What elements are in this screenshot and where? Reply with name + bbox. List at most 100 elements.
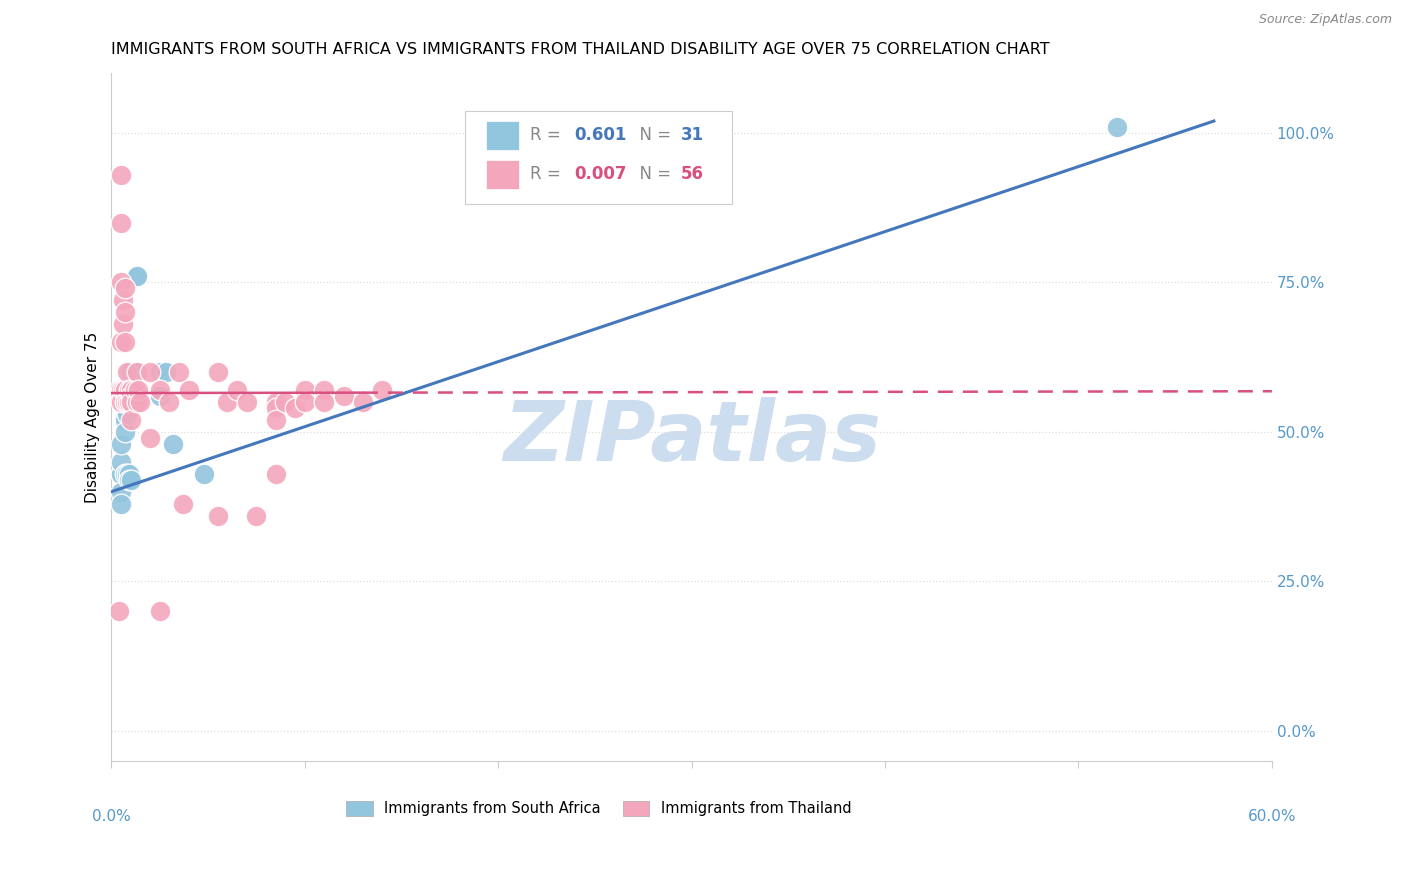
Text: R =: R = (530, 126, 567, 145)
Point (111, 293, 134, 308)
Point (118, 365, 141, 379)
Point (371, 383, 394, 397)
Point (125, 269, 148, 284)
Point (110, 467, 132, 481)
Point (114, 395, 136, 409)
Legend: Immigrants from South Africa, Immigrants from Thailand: Immigrants from South Africa, Immigrants… (340, 795, 858, 822)
Point (124, 389, 146, 403)
Point (139, 431, 162, 445)
Point (115, 365, 138, 379)
Point (149, 604, 172, 618)
Point (127, 383, 149, 397)
Text: 0.0%: 0.0% (91, 808, 131, 823)
Point (108, 383, 131, 397)
Point (115, 407, 138, 421)
Point (332, 389, 354, 403)
Point (167, 365, 190, 379)
Point (114, 425, 136, 439)
FancyBboxPatch shape (486, 160, 519, 189)
Point (172, 497, 194, 511)
Point (110, 335, 132, 350)
Point (120, 413, 142, 427)
Point (294, 383, 316, 397)
Point (294, 395, 316, 409)
Point (114, 383, 136, 397)
Point (114, 395, 136, 409)
Point (120, 389, 142, 403)
Point (110, 168, 132, 182)
Point (217, 395, 239, 409)
Point (264, 395, 287, 409)
Text: N =: N = (628, 126, 676, 145)
Point (120, 365, 142, 379)
Point (110, 455, 132, 469)
Point (118, 395, 141, 409)
Point (110, 216, 132, 230)
Point (118, 467, 141, 481)
Text: IMMIGRANTS FROM SOUTH AFRICA VS IMMIGRANTS FROM THAILAND DISABILITY AGE OVER 75 : IMMIGRANTS FROM SOUTH AFRICA VS IMMIGRAN… (111, 42, 1050, 57)
Point (114, 467, 136, 481)
Point (207, 365, 229, 379)
Point (110, 497, 132, 511)
Point (284, 401, 307, 415)
FancyBboxPatch shape (465, 111, 733, 204)
Point (139, 365, 162, 379)
Text: ZIPatlas: ZIPatlas (503, 397, 880, 478)
Point (114, 305, 136, 319)
Text: 31: 31 (682, 126, 704, 145)
Text: R =: R = (530, 165, 567, 183)
Text: 0.007: 0.007 (575, 165, 627, 183)
Point (159, 395, 181, 409)
Point (245, 508, 267, 523)
Point (314, 383, 336, 397)
Point (155, 365, 177, 379)
Point (226, 383, 249, 397)
Point (1107, 120, 1129, 134)
Point (115, 395, 138, 409)
Point (207, 508, 229, 523)
Point (120, 395, 142, 409)
Point (110, 395, 132, 409)
Point (114, 281, 136, 295)
Text: 0.601: 0.601 (575, 126, 627, 145)
Text: 56: 56 (682, 165, 704, 183)
Text: N =: N = (628, 165, 676, 183)
Y-axis label: Disability Age Over 75: Disability Age Over 75 (86, 331, 100, 502)
Point (125, 269, 148, 284)
Point (264, 467, 287, 481)
Point (115, 395, 138, 409)
Point (110, 383, 132, 397)
Point (111, 383, 134, 397)
Point (120, 389, 142, 403)
Point (120, 473, 142, 487)
Point (114, 413, 136, 427)
Point (124, 365, 146, 379)
Point (149, 389, 172, 403)
Point (118, 383, 141, 397)
Point (118, 473, 141, 487)
Point (110, 467, 132, 481)
Point (149, 383, 172, 397)
Point (114, 401, 136, 415)
Point (236, 395, 259, 409)
Point (264, 401, 287, 415)
Point (110, 484, 132, 499)
Point (124, 383, 146, 397)
Point (110, 437, 132, 451)
Point (314, 395, 336, 409)
Point (177, 383, 200, 397)
Point (111, 318, 134, 332)
Point (149, 365, 172, 379)
Point (193, 467, 215, 481)
Text: 60.0%: 60.0% (1247, 808, 1296, 823)
Point (129, 395, 152, 409)
Point (120, 383, 142, 397)
Point (115, 467, 138, 481)
Point (110, 276, 132, 290)
Point (125, 365, 148, 379)
Point (352, 395, 374, 409)
Point (162, 437, 184, 451)
Point (114, 335, 136, 350)
Point (274, 395, 297, 409)
FancyBboxPatch shape (486, 120, 519, 150)
